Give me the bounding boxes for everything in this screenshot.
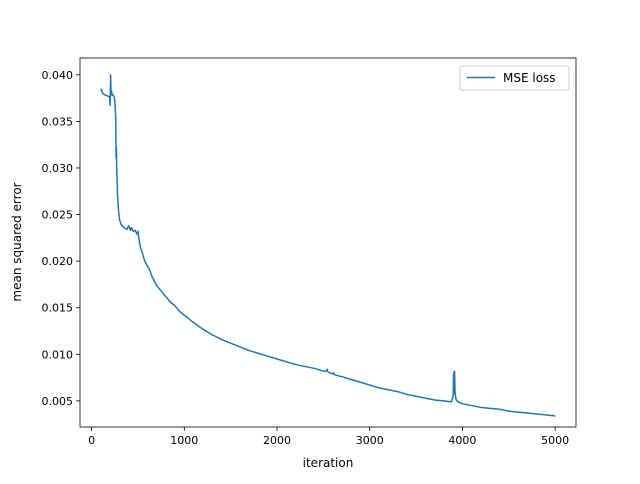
- y-axis-label: mean squared error: [10, 182, 24, 301]
- y-tick-label: 0.005: [42, 395, 74, 408]
- legend-label-mse-loss: MSE loss: [503, 71, 556, 85]
- x-tick-label: 0: [88, 434, 95, 447]
- legend: MSE loss: [459, 65, 570, 91]
- x-tick-label: 3000: [356, 434, 384, 447]
- y-tick-label: 0.015: [42, 302, 74, 315]
- series-line-0: [100, 74, 556, 417]
- x-axis-label: iteration: [303, 456, 354, 470]
- y-tick-label: 0.035: [42, 115, 74, 128]
- y-tick-label: 0.040: [42, 69, 74, 82]
- axes-frame: [79, 57, 577, 428]
- x-tick-label: 5000: [541, 434, 569, 447]
- y-tick-label: 0.020: [42, 255, 74, 268]
- x-tick-label: 4000: [448, 434, 476, 447]
- x-tick-label: 1000: [170, 434, 198, 447]
- y-tick-label: 0.025: [42, 209, 74, 222]
- legend-box: [459, 65, 570, 91]
- y-tick-label: 0.010: [42, 348, 74, 361]
- axes: 0 1000 2000 3000 4000 5000 0.005 0.010 0.015 0.02…: [42, 57, 577, 447]
- plot-area: [100, 74, 556, 417]
- y-tick-label: 0.030: [42, 162, 74, 175]
- x-tick-label: 2000: [263, 434, 291, 447]
